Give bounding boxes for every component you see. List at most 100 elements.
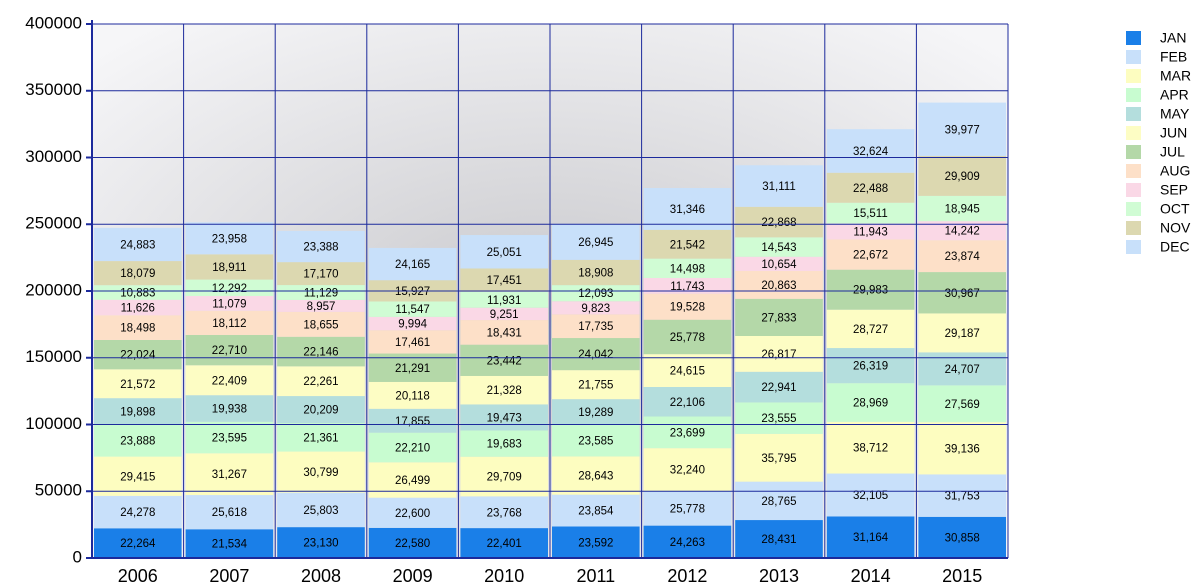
bar-segment — [643, 525, 732, 558]
value-label: 17,461 — [395, 337, 430, 349]
bar-segment — [460, 344, 548, 376]
value-label: 29,709 — [487, 472, 522, 484]
value-label: 19,898 — [120, 406, 155, 418]
bar-segment — [460, 496, 548, 529]
value-label: 23,585 — [578, 436, 613, 448]
bar-segment — [826, 309, 915, 349]
y-tick-label: 0 — [73, 547, 82, 566]
value-label: 17,735 — [578, 321, 613, 333]
bar-segment — [94, 227, 182, 262]
value-label: 9,251 — [490, 309, 519, 321]
bar-segment — [552, 370, 640, 400]
value-label: 18,079 — [120, 268, 155, 280]
bar-segment — [185, 334, 274, 366]
value-label: 10,654 — [761, 259, 797, 271]
bar-segment — [826, 129, 915, 173]
legend-label: JAN — [1160, 30, 1186, 46]
value-label: 23,854 — [578, 506, 614, 518]
value-label: 32,240 — [670, 465, 705, 477]
bar-segment — [826, 269, 915, 310]
bar-segment — [643, 258, 732, 278]
y-tick-label: 250000 — [25, 214, 82, 233]
value-label: 23,888 — [120, 436, 155, 448]
bar-segment — [552, 399, 640, 425]
value-label: 22,024 — [120, 350, 156, 362]
y-tick-label: 300000 — [25, 147, 82, 166]
bar-segment — [918, 155, 1006, 196]
x-tick-label: 2010 — [484, 566, 524, 586]
legend-swatch — [1126, 240, 1141, 254]
value-label: 24,263 — [670, 537, 705, 549]
bar-segment — [552, 301, 640, 315]
bar-segment — [277, 299, 365, 312]
bar-segment — [94, 424, 182, 457]
bar-segment — [368, 408, 457, 433]
bar-segment — [460, 430, 548, 457]
x-tick-label: 2015 — [942, 566, 982, 586]
value-label: 30,858 — [945, 532, 980, 544]
bar-segment — [552, 494, 640, 527]
value-label: 17,170 — [303, 269, 338, 281]
legend-swatch — [1126, 202, 1141, 216]
value-label: 23,442 — [487, 355, 522, 367]
bar-segment — [277, 366, 365, 397]
bar-segment — [826, 172, 915, 203]
bar-segment — [918, 474, 1006, 517]
value-label: 20,209 — [303, 405, 338, 417]
value-label: 22,488 — [853, 183, 888, 195]
value-label: 19,938 — [212, 404, 247, 416]
value-label: 29,909 — [945, 171, 980, 183]
value-label: 35,795 — [761, 453, 796, 465]
value-label: 32,624 — [853, 146, 889, 158]
value-label: 18,655 — [303, 319, 338, 331]
x-tick-label: 2006 — [118, 566, 158, 586]
bar-segment — [460, 456, 548, 497]
value-label: 39,977 — [945, 124, 980, 136]
legend-label: DEC — [1160, 239, 1190, 255]
bar-segment — [277, 451, 365, 493]
bar-segment — [185, 254, 274, 280]
bar-segment — [918, 102, 1006, 156]
value-label: 22,210 — [395, 443, 430, 455]
value-label: 9,994 — [398, 319, 427, 331]
value-label: 23,595 — [212, 433, 247, 445]
value-label: 31,346 — [670, 204, 705, 216]
value-label: 11,129 — [304, 288, 338, 300]
value-label: 38,712 — [853, 443, 888, 455]
value-label: 24,615 — [670, 366, 705, 378]
value-label: 28,969 — [853, 398, 888, 410]
value-label: 24,278 — [120, 507, 155, 519]
bar-segment — [94, 456, 182, 496]
bar-segment — [735, 298, 823, 336]
value-label: 18,911 — [212, 262, 246, 274]
value-label: 22,941 — [761, 382, 796, 394]
value-label: 22,106 — [670, 397, 705, 409]
bar-segment — [368, 247, 457, 281]
y-tick-label: 350000 — [25, 80, 82, 99]
bar-segment — [735, 237, 823, 257]
x-tick-label: 2012 — [667, 566, 707, 586]
bar-segment — [277, 527, 365, 558]
x-tick-label: 2011 — [576, 566, 615, 586]
value-label: 18,498 — [120, 323, 155, 335]
bar-segment — [552, 456, 640, 495]
value-label: 18,908 — [578, 268, 613, 280]
value-label: 25,803 — [303, 505, 338, 517]
legend-label: AUG — [1160, 163, 1190, 179]
value-label: 22,261 — [303, 376, 338, 388]
bar-segment — [185, 222, 274, 255]
bar-segment — [277, 262, 365, 286]
bar-segment — [460, 307, 548, 321]
value-label: 24,042 — [578, 349, 613, 361]
bar-segment — [826, 202, 915, 224]
bar-segment — [918, 313, 1006, 353]
bar-segment — [185, 279, 274, 296]
bar-segment — [735, 402, 823, 434]
bar-segment — [460, 268, 548, 292]
legend-swatch — [1126, 145, 1141, 159]
bar-segment — [643, 448, 732, 492]
legend-label: JUL — [1160, 144, 1185, 160]
bar-segment — [277, 396, 365, 424]
value-label: 11,626 — [121, 303, 155, 315]
